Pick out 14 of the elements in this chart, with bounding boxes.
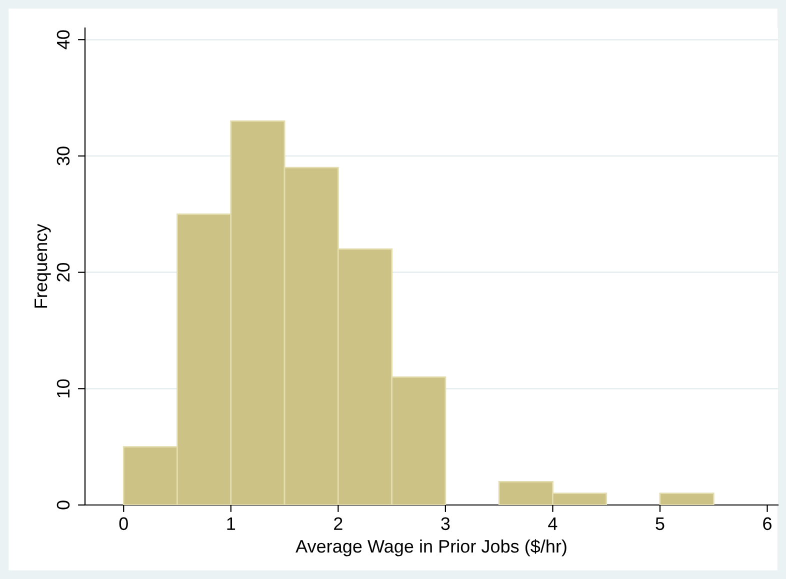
- x-tick-label: 0: [119, 517, 128, 530]
- y-tick-label: 40: [56, 30, 70, 50]
- y-tick-label: 20: [56, 262, 70, 282]
- y-axis-title: Frequency: [34, 224, 51, 308]
- x-tick-label: 5: [656, 517, 664, 530]
- x-tick-label: 6: [763, 517, 772, 530]
- x-tick-label: 4: [548, 517, 558, 530]
- x-axis-title: Average Wage in Prior Jobs ($/hr): [296, 539, 566, 556]
- y-tick-label: 10: [56, 379, 70, 398]
- y-tick-label: 0: [56, 500, 70, 510]
- x-tick-label: 3: [441, 517, 450, 530]
- x-tick-label: 1: [227, 517, 236, 530]
- y-tick-label: 30: [56, 146, 70, 166]
- x-tick-label: 2: [334, 517, 342, 530]
